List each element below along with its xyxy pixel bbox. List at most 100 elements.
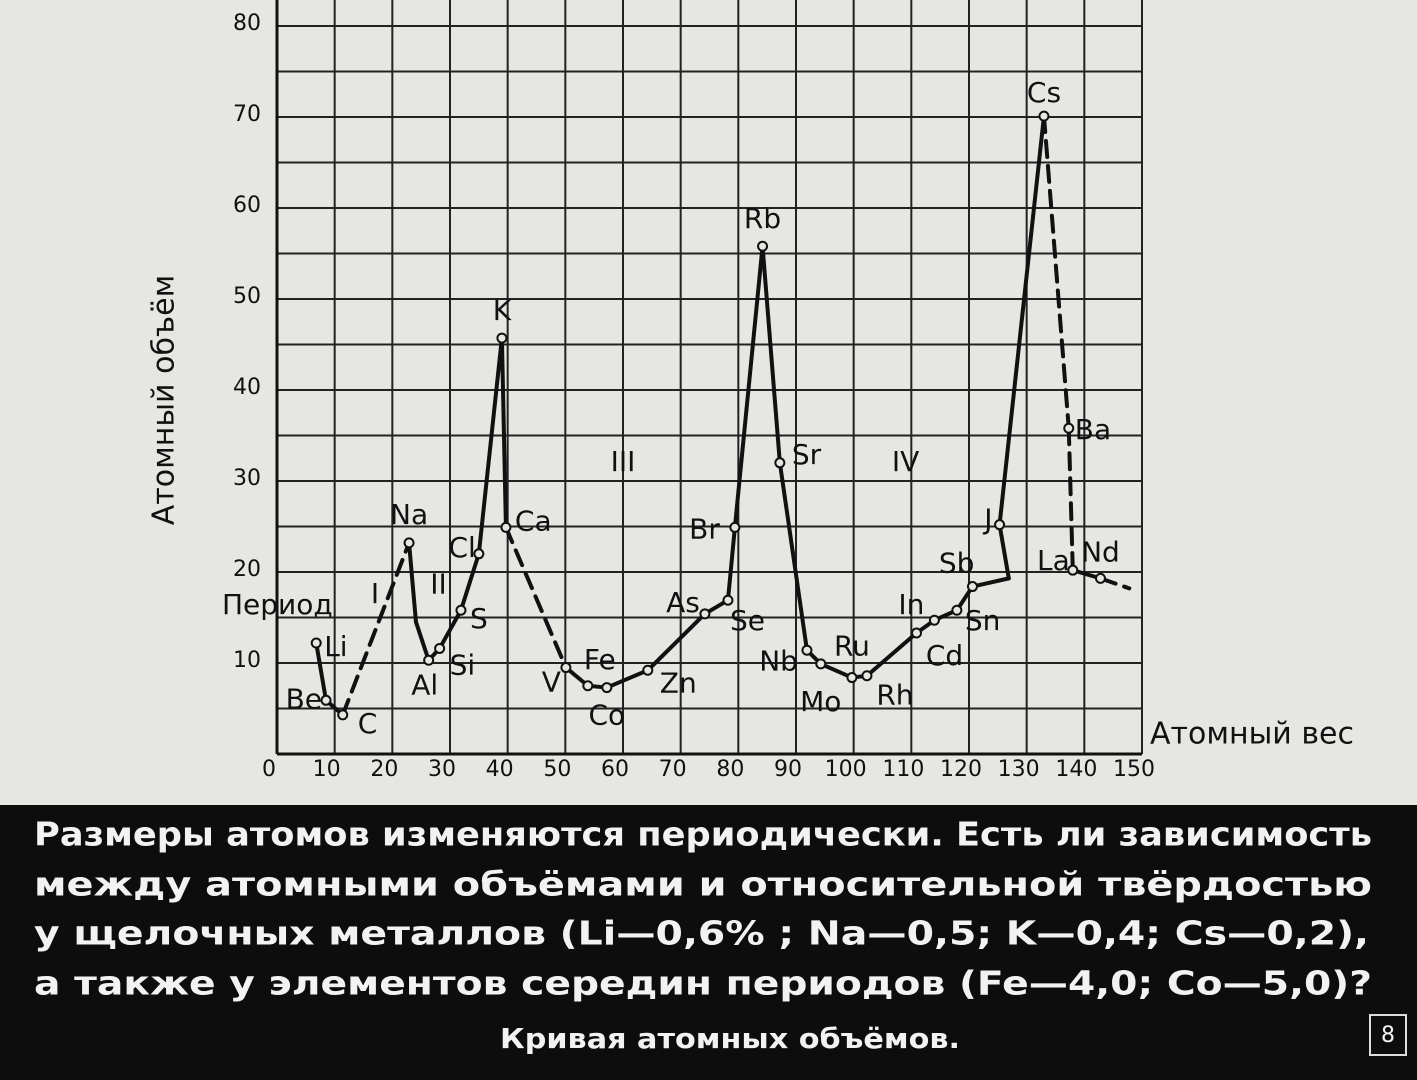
point-label: Fe: [584, 643, 616, 676]
data-point: [729, 521, 741, 533]
caption-band: [0, 805, 1417, 1080]
data-point: [699, 608, 711, 620]
caption-line: между атомными объёмами и относительной …: [34, 865, 1372, 904]
data-point: [951, 604, 963, 616]
x-tick-label: 110: [882, 757, 924, 782]
chart-background: [0, 0, 1417, 805]
period-number: II: [430, 568, 447, 601]
x-tick-label: 60: [601, 757, 629, 782]
curve-segment: [604, 668, 650, 690]
data-point: [861, 670, 873, 682]
period-number: IV: [892, 445, 919, 478]
point-label: Na: [390, 498, 428, 531]
y-tick-label: 20: [233, 557, 261, 582]
curve-segment: [1066, 426, 1075, 573]
x-tick-label: 90: [774, 757, 802, 782]
data-point: [966, 581, 978, 593]
curve-segment: [503, 525, 568, 670]
y-tick-label: 10: [233, 648, 261, 673]
curve-segment: [1041, 114, 1071, 431]
data-point: [455, 604, 467, 616]
data-point: [473, 548, 485, 560]
point-label: Ru: [834, 630, 870, 663]
x-tick-label: 10: [313, 757, 341, 782]
data-point: [310, 637, 322, 649]
point-label: Cs: [1027, 76, 1061, 109]
point-label: Se: [730, 604, 765, 637]
period-number: III: [611, 445, 636, 478]
caption-line: у щелочных металлов (Li—0,6% ; Na—0,5; K…: [34, 914, 1369, 953]
x-tick-label: 70: [659, 757, 687, 782]
point-label: La: [1037, 544, 1070, 577]
x-tick-label: 130: [998, 757, 1040, 782]
point-label: Nb: [759, 644, 798, 677]
point-label: J: [982, 503, 992, 536]
x-tick-label: 100: [825, 757, 867, 782]
y-tick-label: 60: [233, 193, 261, 218]
point-label: Br: [689, 512, 720, 545]
frame-box: [1369, 1014, 1407, 1056]
data-point: [434, 642, 446, 654]
curve-segment: [760, 244, 782, 465]
data-point: [1067, 564, 1079, 576]
x-tick-label: 20: [370, 757, 398, 782]
curve-segment: [314, 640, 329, 703]
point-label: Rb: [744, 202, 781, 235]
y-tick-label: 40: [233, 375, 261, 400]
curve-segment: [413, 620, 431, 663]
curve-segment: [997, 522, 1011, 581]
curve-segment: [437, 608, 463, 651]
point-label: Mo: [800, 685, 841, 718]
curve-segment: [970, 576, 1011, 589]
curve-segment: [499, 336, 508, 530]
data-point: [757, 240, 769, 252]
data-point: [815, 658, 827, 670]
point-label: As: [666, 586, 700, 619]
x-tick-label: 40: [486, 757, 514, 782]
point-label: V: [542, 666, 561, 699]
data-point: [722, 594, 734, 606]
point-label: Cl: [448, 531, 475, 564]
data-point: [994, 519, 1006, 531]
curve-segment: [407, 540, 418, 625]
point-label: Ca: [515, 504, 552, 537]
data-point: [1063, 422, 1075, 434]
curve-segment: [645, 611, 707, 673]
point-label: Li: [324, 630, 347, 663]
point-label: C: [358, 707, 378, 740]
curve-segment: [340, 540, 412, 717]
curve-segment: [818, 661, 854, 680]
curve-segment: [777, 460, 809, 653]
point-label: Zn: [660, 666, 697, 699]
point-label: Sb: [939, 547, 975, 580]
frame-number: 8: [1381, 1023, 1395, 1048]
point-label: Sn: [965, 604, 1001, 637]
data-point: [642, 664, 654, 676]
point-label: Rh: [876, 679, 913, 712]
y-tick-label: 70: [233, 102, 261, 127]
x-tick-label: 150: [1113, 757, 1155, 782]
point-label: Co: [589, 699, 626, 732]
data-point: [801, 644, 813, 656]
caption-line: Размеры атомов изменяются периодически. …: [34, 815, 1372, 854]
curve-segment: [864, 630, 919, 678]
data-point: [423, 654, 435, 666]
curve-segment: [725, 525, 737, 603]
data-point: [320, 694, 332, 706]
point-label: K: [493, 294, 512, 327]
y-tick-label: 80: [233, 11, 261, 36]
curve-segment: [458, 551, 481, 613]
data-point: [337, 709, 349, 721]
x-tick-label: 0: [262, 757, 276, 782]
y-axis-label: Атомный объём: [147, 275, 182, 525]
data-point: [496, 332, 508, 344]
curve-segment: [732, 244, 765, 530]
caption-title: Кривая атомных объёмов.: [500, 1022, 960, 1055]
x-tick-label: 120: [940, 757, 982, 782]
data-point: [601, 682, 613, 694]
point-label: Nd: [1081, 535, 1120, 568]
caption-line: а также у элементов середин периодов (Fe…: [34, 964, 1372, 1003]
y-tick-label: 30: [233, 466, 261, 491]
data-point: [500, 521, 512, 533]
